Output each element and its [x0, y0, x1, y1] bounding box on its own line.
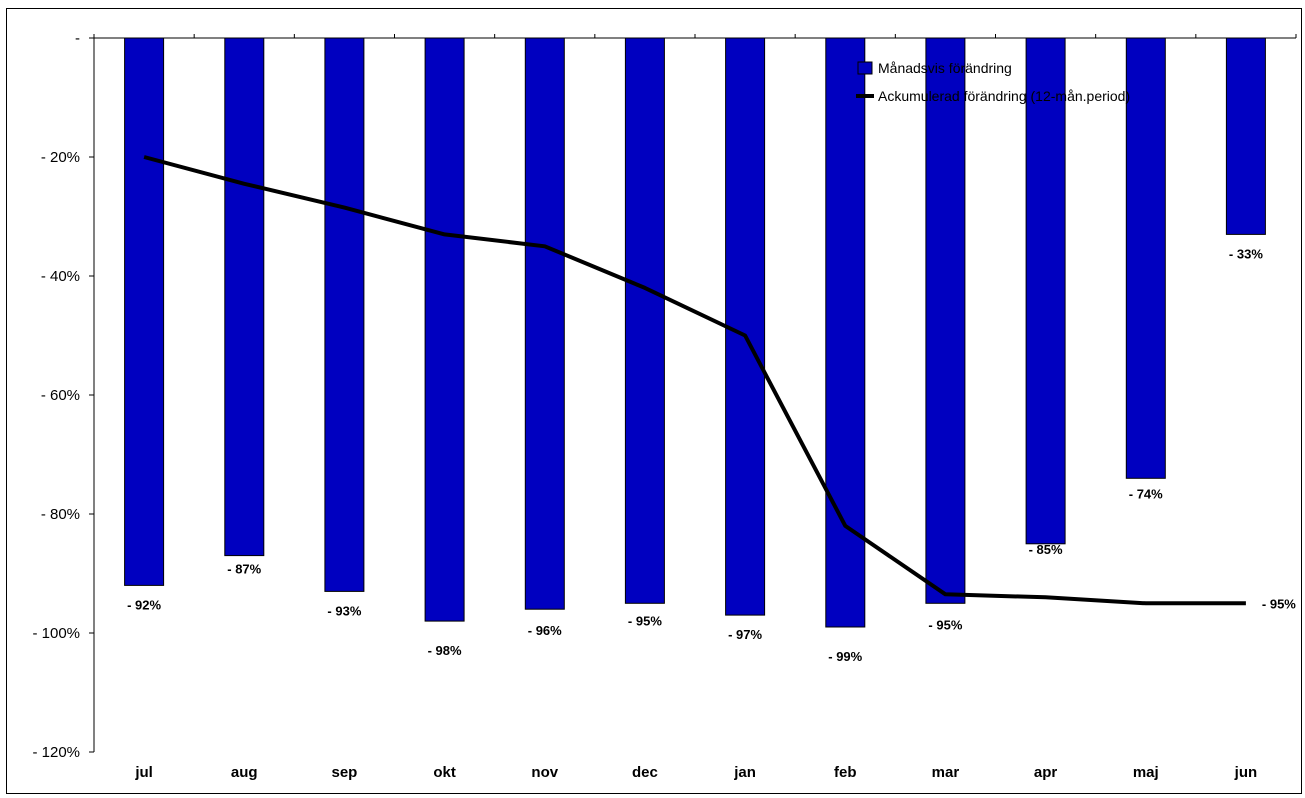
bar-okt: [424, 37, 465, 622]
bar-nov: [524, 37, 565, 610]
bar-jun: [1225, 37, 1266, 235]
bar-data-label: - 95%: [628, 613, 662, 628]
plot-area: [94, 38, 1296, 752]
x-tick-label: jan: [733, 764, 756, 781]
bar-maj: [1125, 37, 1166, 479]
bar-data-label: - 87%: [227, 562, 261, 577]
bar-data-label: - 99%: [828, 649, 862, 664]
bar-aug: [224, 37, 265, 557]
bar-data-label: - 85%: [1029, 542, 1063, 557]
bar-data-label: - 33%: [1229, 246, 1263, 261]
x-tick-label: feb: [834, 764, 857, 781]
y-tick-label: - 60%: [41, 387, 80, 404]
x-tick-label: aug: [231, 764, 258, 781]
bar-feb: [825, 37, 866, 628]
x-tick-label: jun: [1234, 764, 1258, 781]
legend-swatch-bar: [857, 61, 873, 75]
y-tick-label: -: [75, 30, 80, 47]
legend: Månadsvis förändring Ackumulerad förändr…: [856, 60, 1130, 104]
bar-data-label: - 93%: [327, 603, 361, 618]
legend-label-bars: Månadsvis förändring: [878, 60, 1012, 76]
line-data-label: - 95%: [1262, 596, 1296, 611]
x-tick-label: mar: [932, 764, 960, 781]
bar-dec: [624, 37, 665, 604]
bars-group: [124, 37, 1266, 628]
y-tick-label: - 100%: [32, 625, 80, 642]
y-tick-label: - 40%: [41, 268, 80, 285]
x-tick-label: sep: [331, 764, 357, 781]
line-group: [143, 155, 1246, 606]
bar-data-label: - 98%: [428, 643, 462, 658]
y-tick-label: - 20%: [41, 149, 80, 166]
axes-group: - - 20% - 40% - 60% - 80% - 100% - 120% jul aug s…: [32, 30, 1297, 781]
bar-apr: [1025, 37, 1066, 545]
data-labels-group: - 92% - 87% - 93% - 98% - 96% - 95% - 97% - 99%…: [127, 246, 1296, 664]
x-tick-label: okt: [433, 764, 456, 781]
legend-label-line: Ackumulerad förändring (12-mån.period): [878, 88, 1130, 104]
y-tick-label: - 120%: [32, 744, 80, 761]
bar-data-label: - 74%: [1129, 486, 1163, 501]
bar-mar: [925, 37, 966, 604]
bar-jan: [725, 37, 766, 616]
x-tick-label: dec: [632, 764, 658, 781]
y-tick-label: - 80%: [41, 506, 80, 523]
x-tick-label: jul: [134, 764, 153, 781]
plot-background: [94, 38, 1296, 752]
x-tick-label: apr: [1034, 764, 1058, 781]
bar-data-label: - 96%: [528, 623, 562, 638]
bar-sep: [324, 37, 365, 592]
x-tick-label: maj: [1133, 764, 1159, 781]
bar-data-label: - 92%: [127, 597, 161, 612]
bar-data-label: - 97%: [728, 627, 762, 642]
x-tick-label: nov: [531, 764, 558, 781]
bar-data-label: - 95%: [928, 617, 962, 632]
bar-jul: [124, 37, 165, 586]
cumulative-line: [143, 155, 1246, 606]
